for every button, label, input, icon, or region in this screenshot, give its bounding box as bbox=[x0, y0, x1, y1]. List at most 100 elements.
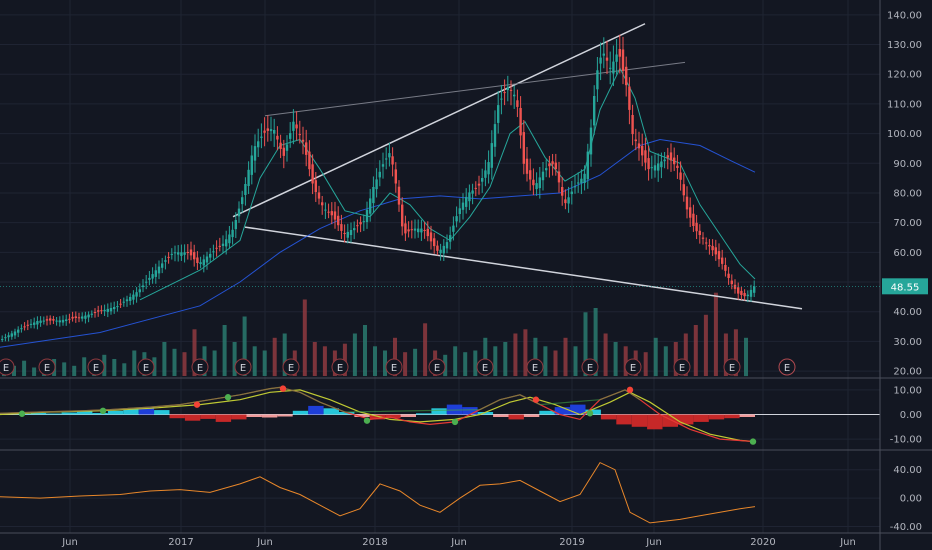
candle-body bbox=[442, 245, 445, 254]
y-tick-label: 40.00 bbox=[893, 307, 922, 318]
candle-body bbox=[298, 134, 301, 136]
candle-body bbox=[228, 234, 231, 244]
candle-body bbox=[337, 215, 340, 226]
volume-bar bbox=[553, 350, 558, 376]
earnings-marker bbox=[38, 358, 56, 376]
candle-body bbox=[740, 290, 743, 295]
candle-body bbox=[289, 133, 292, 139]
candle-body bbox=[660, 161, 663, 168]
macd-panel bbox=[0, 385, 880, 445]
macd-histogram-bar bbox=[77, 411, 93, 415]
earnings-marker bbox=[723, 358, 741, 376]
earnings-marker-label: E bbox=[197, 363, 203, 374]
x-tick-label: 2020 bbox=[750, 537, 775, 548]
earnings-marker-label: E bbox=[434, 363, 440, 374]
macd-histogram-bar bbox=[184, 414, 201, 421]
volume-bar bbox=[703, 314, 708, 376]
earnings-marker bbox=[778, 358, 796, 376]
volume-bar bbox=[62, 362, 67, 376]
candle-body bbox=[177, 252, 180, 255]
candle-body bbox=[637, 143, 641, 149]
earnings-marker bbox=[191, 358, 209, 376]
volume-bar bbox=[322, 346, 327, 376]
y-tick-label: 60.00 bbox=[893, 248, 922, 259]
volume-bar bbox=[613, 342, 618, 376]
candle-body bbox=[186, 252, 189, 253]
volume-bar bbox=[82, 357, 87, 376]
x-tick-label: Jun bbox=[839, 537, 856, 548]
earnings-marker-label: E bbox=[288, 363, 294, 374]
candle-body bbox=[164, 260, 167, 262]
candle-body bbox=[580, 178, 583, 184]
candle-body bbox=[247, 169, 250, 186]
candle-body bbox=[439, 249, 442, 254]
volume-bar bbox=[242, 316, 247, 376]
candle-body bbox=[141, 285, 145, 288]
macd-histogram-bar bbox=[339, 412, 355, 415]
osc-tick-label: 40.00 bbox=[893, 465, 922, 476]
candle-body bbox=[61, 319, 65, 323]
macd-histogram-bar bbox=[554, 407, 571, 415]
candle-body bbox=[26, 324, 29, 326]
candle-body bbox=[148, 277, 151, 280]
y-tick-label: 90.00 bbox=[893, 159, 922, 170]
candle-body bbox=[509, 89, 513, 91]
candle-body bbox=[129, 297, 132, 301]
volume-bar bbox=[252, 346, 257, 376]
candle-body bbox=[116, 306, 119, 308]
candle-body bbox=[493, 124, 497, 147]
macd-tick-label: 0.00 bbox=[900, 410, 922, 421]
macd-cross-marker bbox=[626, 386, 634, 394]
candle-body bbox=[369, 198, 372, 214]
macd-histogram-bar bbox=[585, 409, 601, 415]
macd-histogram-bar bbox=[708, 414, 725, 420]
moving-averages bbox=[0, 67, 756, 348]
x-tick-label: Jun bbox=[61, 537, 78, 548]
macd-tick-label: 10.00 bbox=[893, 385, 922, 396]
volume-bar bbox=[513, 333, 518, 376]
candle-body bbox=[39, 320, 42, 323]
oscillator-line bbox=[0, 461, 756, 524]
candle-body bbox=[237, 208, 241, 217]
candle-body bbox=[132, 294, 135, 300]
candle-body bbox=[212, 251, 215, 253]
candle-body bbox=[554, 162, 557, 170]
volume-bar bbox=[132, 350, 137, 376]
macd-histogram-bar bbox=[400, 414, 416, 417]
candle-body bbox=[365, 209, 369, 222]
candle-body bbox=[567, 197, 570, 204]
candle-body bbox=[589, 127, 593, 155]
volume-bar bbox=[112, 359, 117, 376]
candle-body bbox=[263, 130, 266, 133]
candle-body bbox=[500, 98, 503, 100]
candle-body bbox=[29, 323, 33, 325]
candle-body bbox=[490, 143, 493, 168]
volume-bar bbox=[212, 350, 217, 376]
volume-bar bbox=[22, 360, 27, 376]
candle-body bbox=[641, 146, 644, 156]
candle-body bbox=[532, 179, 535, 186]
candle-body bbox=[52, 319, 55, 321]
candle-body bbox=[628, 86, 631, 110]
earnings-marker bbox=[331, 358, 349, 376]
candle-body bbox=[679, 172, 682, 180]
volume-bar bbox=[493, 346, 498, 376]
candle-body bbox=[746, 294, 749, 297]
earnings-marker bbox=[624, 358, 642, 376]
candle-body bbox=[202, 259, 205, 266]
macd-histogram-bar bbox=[123, 408, 139, 415]
candle-body bbox=[305, 142, 308, 155]
candle-body bbox=[49, 318, 52, 321]
candle-body bbox=[42, 320, 45, 322]
candle-body bbox=[71, 316, 74, 319]
candle-body bbox=[420, 228, 423, 233]
candle-body bbox=[449, 235, 452, 242]
candle-body bbox=[701, 237, 705, 239]
candle-body bbox=[333, 211, 337, 220]
macd-cross-marker bbox=[279, 385, 287, 392]
volume-bar bbox=[713, 292, 718, 376]
candle-body bbox=[349, 230, 353, 235]
earnings-marker-label: E bbox=[3, 363, 9, 374]
y-tick-label: 110.00 bbox=[887, 99, 922, 110]
candle-body bbox=[77, 317, 81, 319]
